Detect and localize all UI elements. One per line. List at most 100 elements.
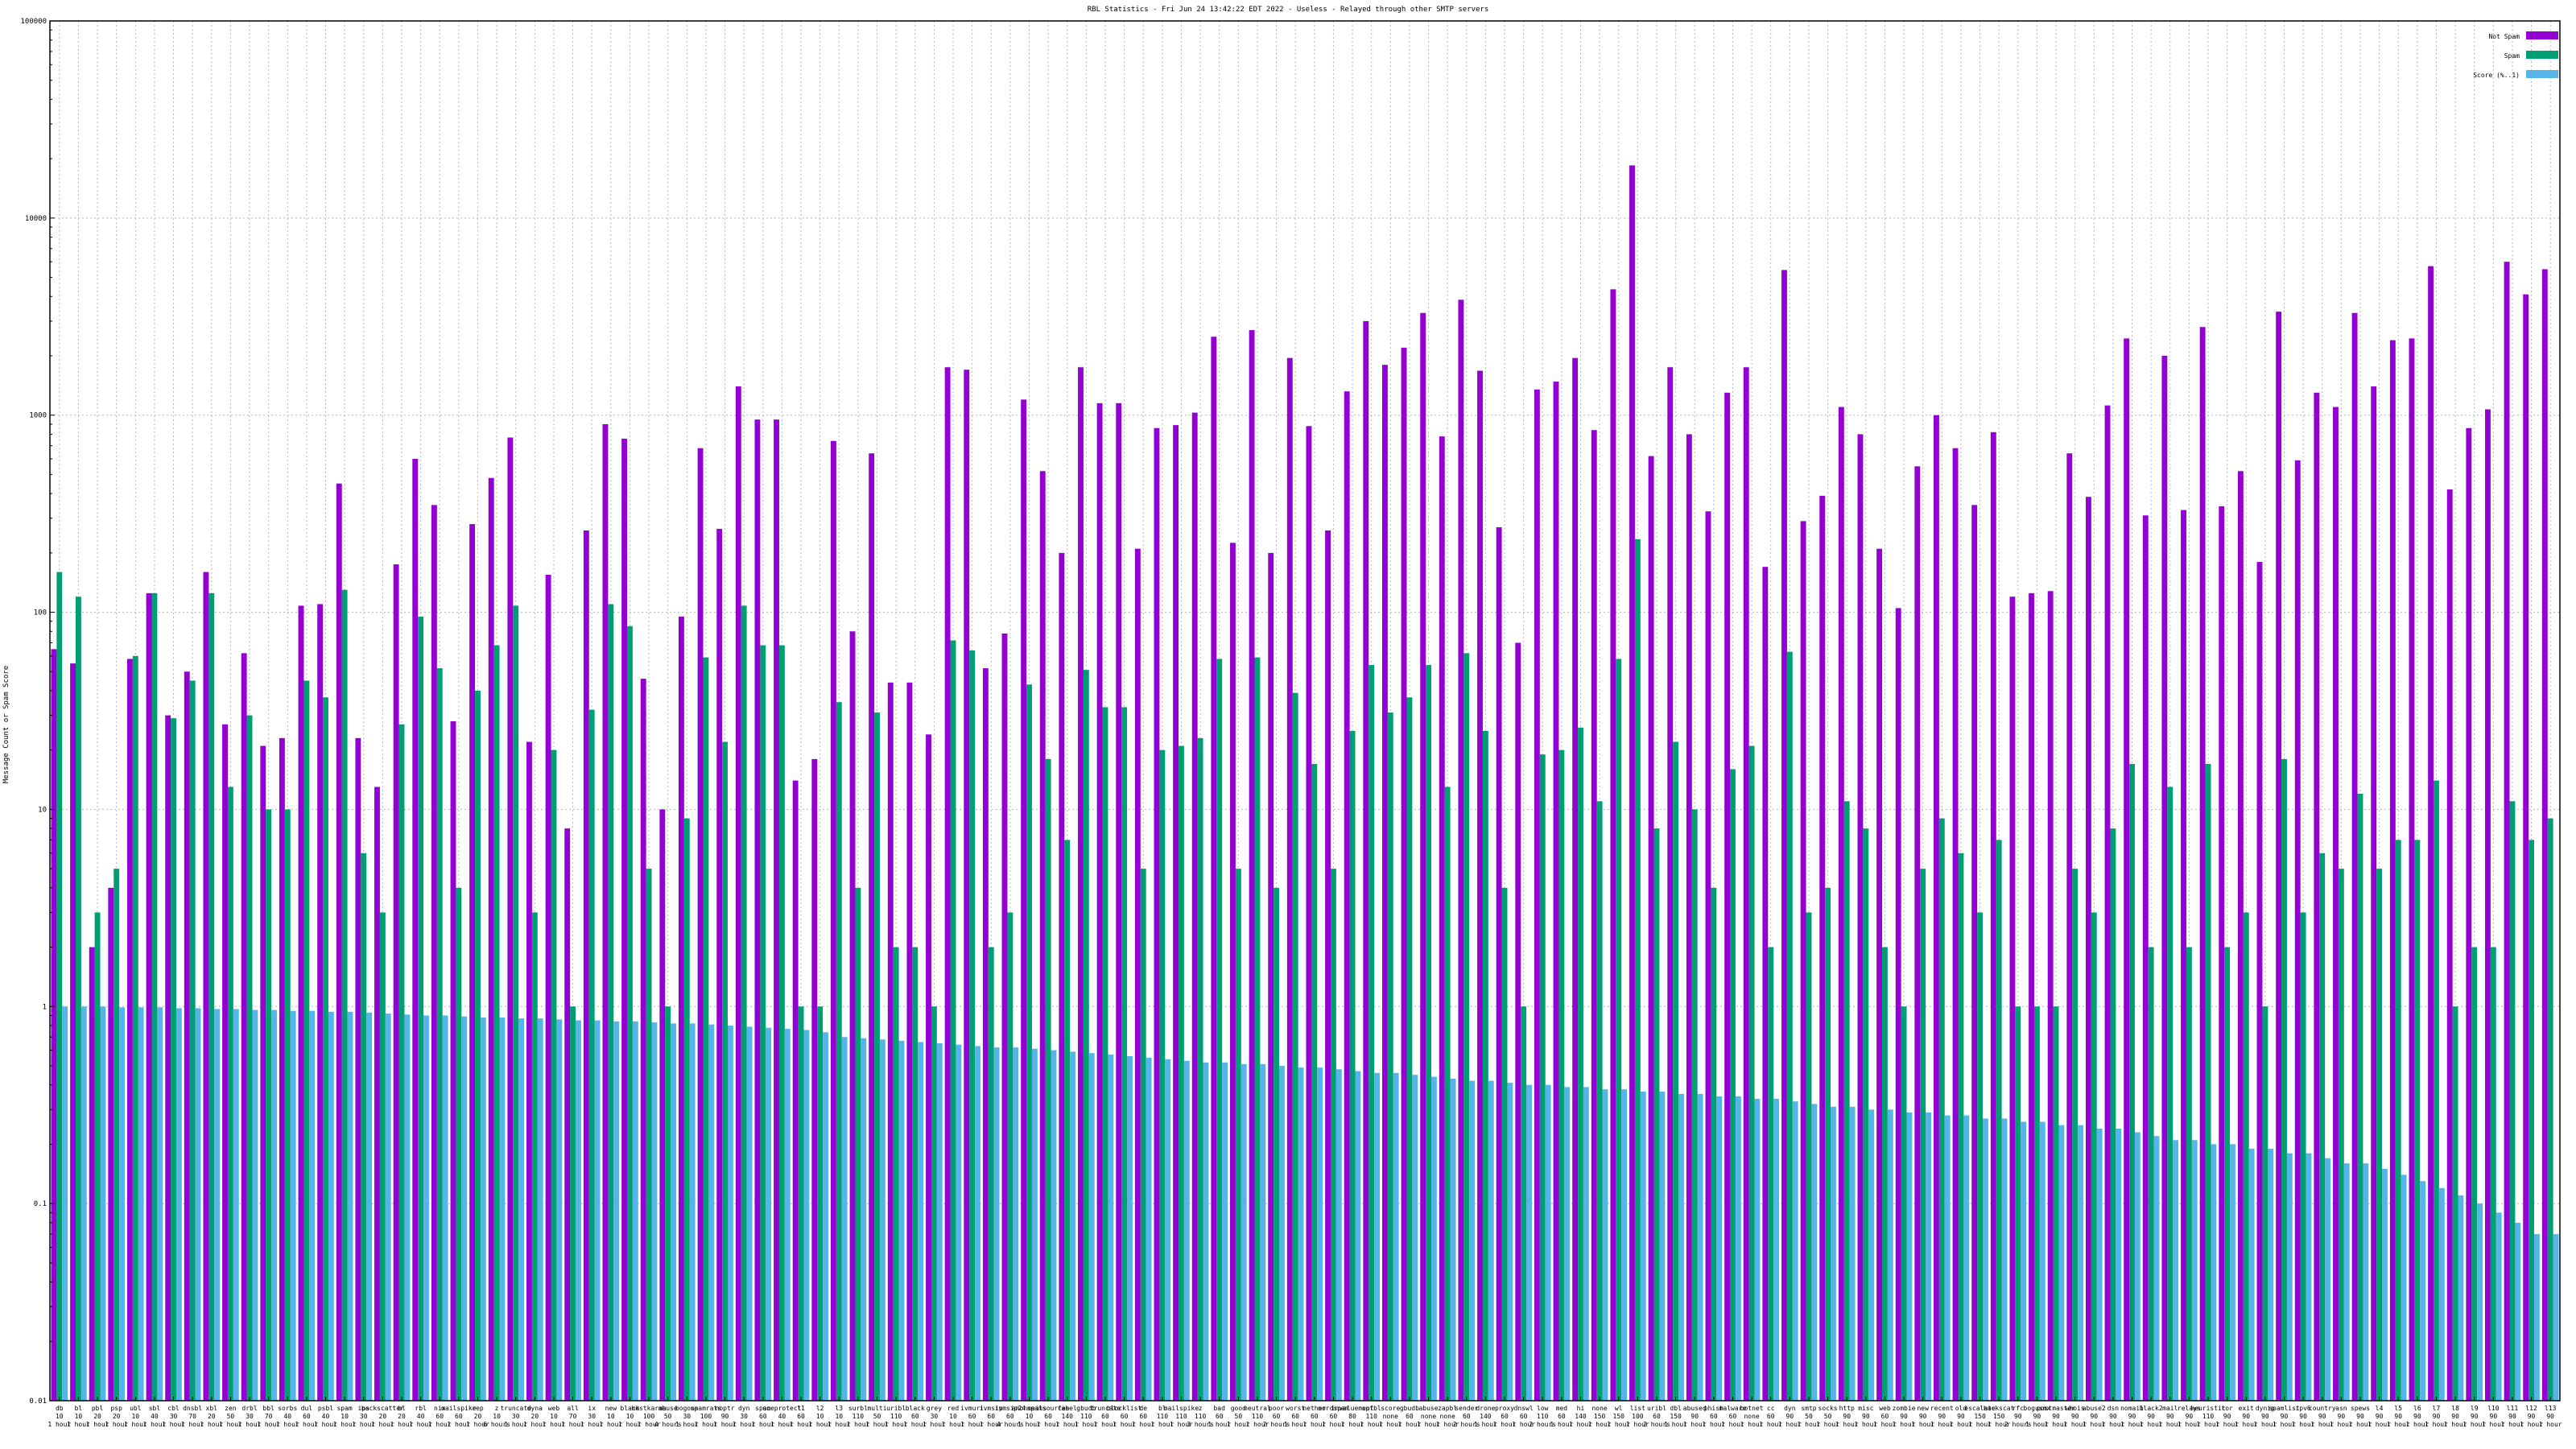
- bar-1-42: [855, 887, 861, 1401]
- bar-1-112: [2186, 947, 2192, 1401]
- bar-2-29: [613, 1021, 620, 1401]
- x-tick-label: 1 hour: [428, 1421, 452, 1428]
- x-tick-label: 90: [2071, 1413, 2079, 1420]
- bar-0-5: [146, 592, 152, 1401]
- x-tick-label: 1 hour: [2349, 1421, 2372, 1428]
- x-tick-label: 1 hour: [770, 1421, 794, 1428]
- x-tick-label: 20: [531, 1413, 539, 1420]
- bar-0-14: [317, 604, 324, 1401]
- bar-1-28: [588, 709, 595, 1401]
- x-tick-label: 1 hour: [276, 1421, 299, 1428]
- bar-1-15: [341, 589, 348, 1401]
- x-tick-label: spamrats: [691, 1405, 722, 1412]
- bar-2-118: [2306, 1153, 2312, 1401]
- bar-0-22: [469, 524, 476, 1402]
- bar-1-51: [1026, 684, 1032, 1401]
- bar-0-62: [1230, 543, 1236, 1401]
- y-axis-label: Message Count or Spam Score: [2, 666, 10, 783]
- bar-0-10: [241, 653, 247, 1401]
- x-tick-label: 60: [1463, 1413, 1471, 1420]
- x-tick-label: 90: [2376, 1413, 2384, 1420]
- x-tick-label: 80: [1348, 1413, 1356, 1420]
- x-tick-label: blocklist: [1107, 1405, 1142, 1412]
- bar-0-81: [1591, 430, 1597, 1401]
- x-tick-label: 1 hour: [1721, 1421, 1744, 1428]
- x-tick-label: 90: [2281, 1413, 2289, 1420]
- bar-2-12: [290, 1010, 296, 1401]
- x-tick-label: 1 hour: [808, 1421, 832, 1428]
- x-tick-label: 1 hour: [124, 1421, 147, 1428]
- y-tick-label: 1: [43, 1003, 47, 1011]
- x-tick-label: zombie: [1893, 1405, 1916, 1412]
- x-tick-label: 1 hour: [885, 1421, 908, 1428]
- bar-0-25: [526, 741, 532, 1401]
- x-tick-label: pbl: [92, 1405, 104, 1412]
- x-tick-label: 90: [2413, 1413, 2421, 1420]
- x-tick-label: 60: [987, 1413, 995, 1420]
- x-tick-label: country: [2309, 1405, 2336, 1412]
- x-tick-label: 30: [931, 1413, 939, 1420]
- x-tick-label: 1 hour: [1474, 1421, 1497, 1428]
- bar-1-93: [1825, 887, 1831, 1401]
- x-tick-label: 1 hour: [1816, 1421, 1839, 1428]
- bar-0-24: [507, 437, 514, 1401]
- x-tick-label: 1 hour: [2387, 1421, 2410, 1428]
- x-tick-label: 1 hour: [1740, 1421, 1764, 1428]
- bar-0-21: [450, 720, 456, 1401]
- bar-1-50: [1007, 912, 1013, 1401]
- bar-1-107: [2091, 912, 2097, 1401]
- bar-2-44: [898, 1040, 905, 1401]
- x-tick-label: 1 hour: [447, 1421, 470, 1428]
- bar-2-8: [214, 1009, 221, 1401]
- bar-0-74: [1458, 299, 1464, 1401]
- x-tick-label: 1 hour: [1360, 1421, 1383, 1428]
- x-tick-label: multi: [867, 1405, 886, 1412]
- bar-0-47: [944, 367, 951, 1401]
- x-tick-label: 1 hour: [1094, 1421, 1117, 1428]
- bar-2-10: [252, 1009, 258, 1401]
- bar-0-57: [1134, 548, 1141, 1401]
- bar-2-37: [766, 1027, 772, 1401]
- x-tick-label: truncate: [500, 1405, 531, 1412]
- x-tick-label: 150: [1613, 1413, 1625, 1420]
- bar-2-102: [2001, 1118, 2008, 1401]
- bar-2-117: [2286, 1153, 2293, 1401]
- x-tick-label: 90: [2261, 1413, 2269, 1420]
- x-tick-label: sender: [1455, 1405, 1478, 1412]
- x-tick-label: bl: [1158, 1405, 1166, 1412]
- x-tick-label: l3: [835, 1405, 843, 1412]
- bar-1-122: [2376, 869, 2383, 1401]
- x-tick-label: l6: [2413, 1405, 2421, 1412]
- x-tick-label: nordspam: [1318, 1405, 1349, 1412]
- bar-0-70: [1381, 365, 1388, 1401]
- bar-0-93: [1819, 495, 1826, 1402]
- bar-1-43: [874, 712, 880, 1401]
- bar-1-31: [646, 869, 652, 1401]
- bar-0-87: [1705, 511, 1711, 1401]
- bar-0-16: [355, 737, 361, 1401]
- x-tick-label: med: [1556, 1405, 1568, 1412]
- bar-0-78: [1534, 389, 1540, 1401]
- bar-2-123: [2401, 1174, 2407, 1401]
- bar-1-81: [1596, 801, 1603, 1401]
- bar-2-129: [2515, 1222, 2521, 1401]
- bar-1-104: [2033, 1006, 2040, 1401]
- x-tick-label: spamlist: [2268, 1405, 2300, 1412]
- x-tick-label: 140: [1062, 1413, 1074, 1420]
- x-tick-label: bogusmx: [2024, 1405, 2051, 1412]
- x-tick-label: 1 hour: [371, 1421, 394, 1428]
- legend-swatch: [2526, 51, 2558, 59]
- x-tick-label: 60: [1881, 1413, 1889, 1420]
- bar-2-87: [1716, 1096, 1723, 1401]
- x-tick-label: grey: [927, 1405, 942, 1412]
- bar-0-6: [165, 715, 171, 1401]
- x-tick-label: 60: [1311, 1413, 1319, 1420]
- x-tick-label: whois: [2066, 1405, 2085, 1412]
- x-tick-label: 1 hour: [2462, 1421, 2486, 1428]
- bar-2-112: [2191, 1140, 2198, 1401]
- bar-2-76: [1507, 1083, 1513, 1401]
- bar-2-99: [1944, 1115, 1951, 1401]
- bar-1-49: [988, 947, 994, 1401]
- bar-2-58: [1165, 1059, 1171, 1401]
